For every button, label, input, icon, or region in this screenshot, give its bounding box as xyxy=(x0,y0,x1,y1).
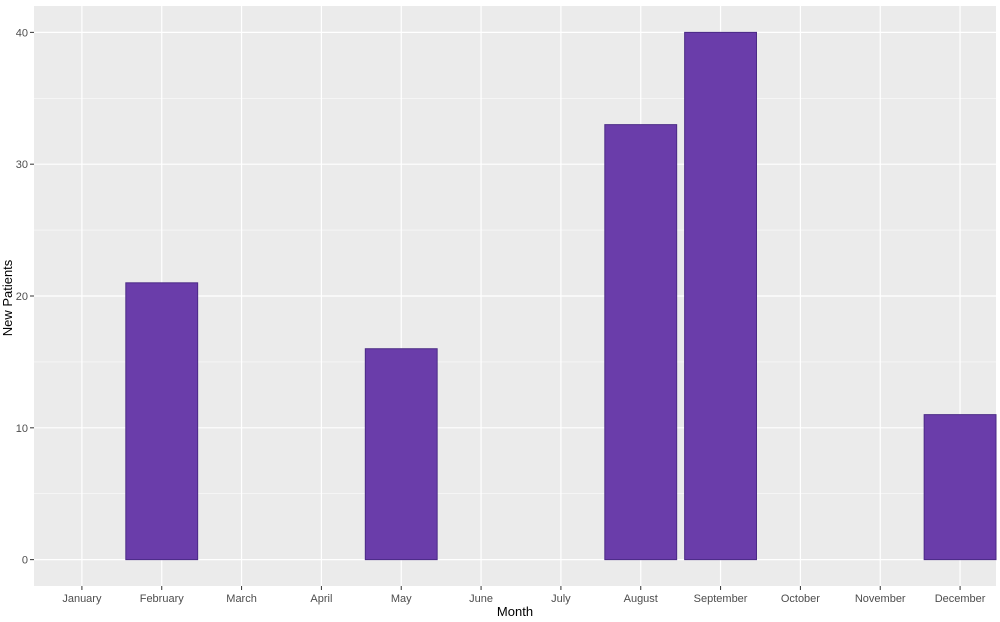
bar-december xyxy=(923,414,997,561)
x-tick-label: May xyxy=(391,593,412,605)
y-axis-title: New Patients xyxy=(0,259,15,336)
y-tick-label: 20 xyxy=(16,291,28,303)
x-tick-label: February xyxy=(140,593,185,605)
x-tick-label: October xyxy=(781,593,820,605)
x-tick-label: January xyxy=(62,593,102,605)
bar-august xyxy=(604,124,678,561)
bar-february xyxy=(125,282,199,561)
bar-september xyxy=(684,31,757,561)
y-tick-label: 40 xyxy=(16,27,28,39)
y-axis: 0 10 20 30 40 xyxy=(16,27,34,567)
x-tick-label: April xyxy=(310,593,332,605)
x-tick-label: November xyxy=(855,593,906,605)
x-tick-label: September xyxy=(694,593,748,605)
x-axis: January February March April May June July Augu… xyxy=(62,586,986,605)
y-tick-label: 10 xyxy=(16,423,28,435)
bars xyxy=(125,31,997,561)
y-tick-label: 30 xyxy=(16,159,28,171)
bar-may xyxy=(364,348,438,561)
x-tick-label: August xyxy=(624,593,658,605)
x-tick-label: December xyxy=(935,593,986,605)
x-tick-label: July xyxy=(551,593,571,605)
y-tick-label: 0 xyxy=(22,555,28,567)
x-axis-title: Month xyxy=(497,604,533,619)
x-tick-label: March xyxy=(226,593,257,605)
x-tick-label: June xyxy=(469,593,493,605)
